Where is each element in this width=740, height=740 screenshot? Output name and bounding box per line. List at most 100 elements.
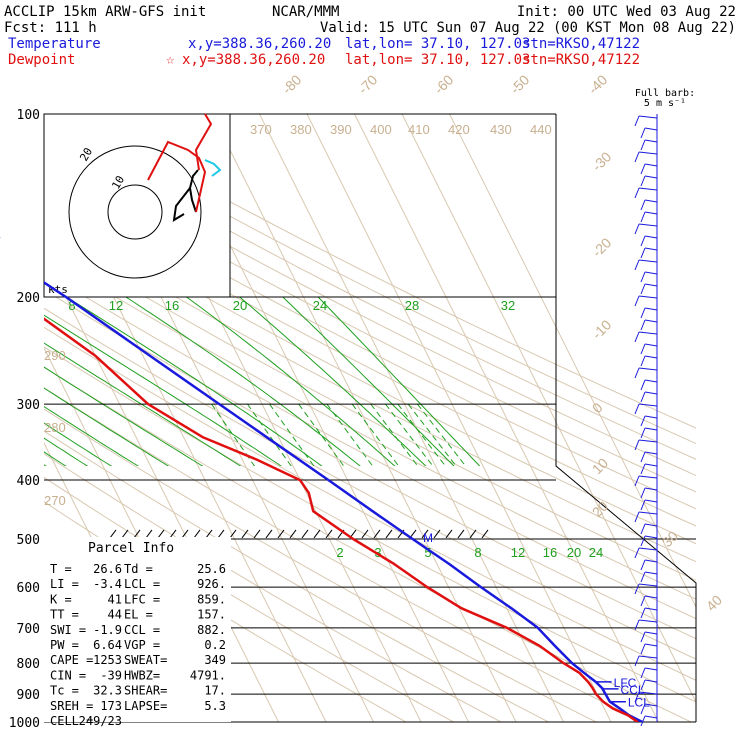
- moist-adiabat-line: [44, 296, 593, 583]
- wind-barb-flag: [634, 511, 640, 523]
- parcel-info-cell: T =: [50, 562, 72, 576]
- hatch-mark: [433, 529, 441, 539]
- wind-barb-flag: [640, 607, 646, 619]
- wind-barb-flag: [634, 115, 640, 127]
- wind-barb: [644, 163, 658, 167]
- wind-barb-flag: [640, 679, 646, 691]
- parcel-info-cell: SHEAR=: [124, 684, 167, 698]
- dry-adiabat-line: [44, 326, 696, 681]
- hatch-mark: [205, 529, 213, 539]
- wind-barb: [644, 427, 658, 431]
- parcel-info-cell: 4791.: [190, 668, 226, 682]
- parcel-info-cell: Tc =: [50, 684, 79, 698]
- mixing-ratio-label: 16: [165, 298, 179, 313]
- wind-barb: [644, 235, 658, 239]
- hodograph-ring-outer: [68, 145, 202, 279]
- mixing-ratio-line: [397, 403, 648, 583]
- moist-adiabat-line: [239, 296, 688, 583]
- wind-barb-flag: [640, 703, 646, 715]
- hodograph-trace-red: [147, 140, 207, 213]
- parcel-info-cell: LCL =: [124, 577, 160, 591]
- hatch-mark: [253, 529, 261, 539]
- wind-barb-flag: [640, 343, 646, 355]
- mixing-ratio-label: 3: [374, 545, 381, 560]
- wind-barb-flag: [640, 571, 646, 583]
- wind-barb: [644, 139, 658, 143]
- moist-adiabat-line: [44, 296, 536, 583]
- wind-barb: [638, 367, 658, 371]
- hatch-mark: [121, 529, 129, 539]
- moist-adiabat-line: [44, 296, 612, 583]
- init-time: Init: 00 UTC Wed 03 Aug 22: [517, 4, 736, 20]
- wind-barb-flag: [640, 523, 646, 535]
- dry-adiabat-line: [44, 307, 696, 660]
- wind-barb-flag: [634, 331, 640, 343]
- isotherm-label: -40: [585, 71, 611, 97]
- hatch-mark: [457, 529, 465, 539]
- wind-barb: [644, 355, 658, 359]
- wind-barb: [644, 415, 658, 419]
- parcel-info-cell: CCL =: [124, 623, 160, 637]
- wind-barb-flag: [640, 247, 646, 259]
- mixing-ratio-label: 32: [501, 298, 515, 313]
- theta-label: 440: [530, 122, 552, 137]
- wind-barb-flag: [634, 547, 640, 559]
- parcel-info-cell: 25.6: [197, 562, 226, 576]
- hatch-mark: [169, 529, 177, 539]
- wind-barb-flag: [640, 643, 646, 655]
- mixing-ratio-label: 16: [543, 545, 557, 560]
- parcel-info-cell: HWBZ=: [124, 668, 160, 682]
- mixing-ratio-line: [385, 403, 634, 583]
- mixing-ratio-label: 12: [511, 545, 525, 560]
- wind-barb: [638, 583, 658, 587]
- wind-barb: [644, 199, 658, 203]
- wind-barb: [638, 439, 658, 443]
- dewpoint-legend-stn: stn=RKSO,47122: [522, 52, 640, 68]
- wind-barb-flag: [640, 499, 646, 511]
- pressure-label: 500: [17, 533, 40, 548]
- moist-adiabats: [44, 296, 696, 583]
- wind-barb: [644, 283, 658, 287]
- isotherm-label: -10: [589, 316, 615, 342]
- wind-barb-flag: [640, 355, 646, 367]
- isotherm-line: [259, 114, 564, 722]
- level-marker-label: LCL: [628, 696, 650, 710]
- parcel-info-cell: LI =: [50, 577, 79, 591]
- wind-barb: [638, 331, 658, 335]
- temperature-legend-stn: stn=RKSO,47122: [522, 36, 640, 52]
- isotherm-label: -60: [431, 71, 457, 97]
- pressure-label: 400: [17, 474, 40, 489]
- wind-barb-flag: [640, 139, 646, 151]
- pressure-label: 300: [17, 398, 40, 413]
- parcel-info-cell: 0.2: [204, 638, 226, 652]
- moist-adiabat-line: [66, 296, 631, 583]
- wind-barb: [638, 475, 658, 479]
- wind-barb: [644, 523, 658, 527]
- hatch-mark: [265, 529, 273, 539]
- wind-barb-flag: [640, 319, 646, 331]
- moist-adiabat-line: [317, 296, 696, 583]
- hatch-mark: [313, 529, 321, 539]
- mixing-ratio-label: 12: [109, 298, 123, 313]
- wind-barb: [644, 463, 658, 467]
- wind-barb: [644, 211, 658, 215]
- wind-barb: [644, 319, 658, 323]
- dry-adiabat-line: [44, 408, 597, 722]
- parcel-info-cell: -3.4: [93, 577, 122, 591]
- dry-adiabat-line: [44, 171, 696, 510]
- wind-barb-flag: [634, 475, 640, 487]
- mixing-ratio-label: 20: [567, 545, 581, 560]
- wind-barb-flag: [640, 379, 646, 391]
- isotherm-label: 20: [589, 498, 611, 520]
- wind-barb-flag: [640, 163, 646, 175]
- pressure-label: 200: [17, 291, 40, 306]
- level-marker-label: LFC: [614, 676, 637, 690]
- wind-barb: [638, 691, 658, 695]
- moist-adiabat-line: [282, 296, 696, 583]
- wind-barb: [638, 295, 658, 299]
- hatch-mark: [157, 529, 165, 539]
- wind-barb: [644, 175, 658, 179]
- wind-barb-flag: [634, 619, 640, 631]
- wind-barb: [644, 127, 658, 131]
- isotherm-label: 30: [659, 528, 681, 550]
